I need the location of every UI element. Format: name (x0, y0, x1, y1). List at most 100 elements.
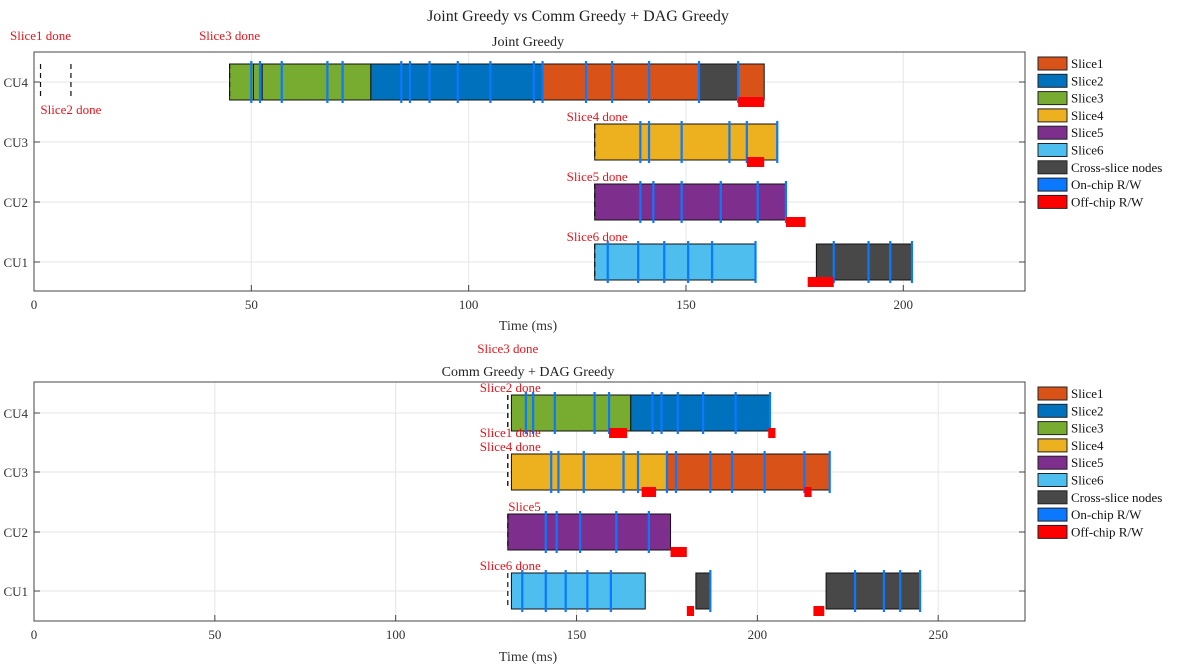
offchip-rw-mark (738, 97, 765, 107)
x-tick-label: 0 (31, 297, 38, 312)
slice4-bar (583, 453, 625, 491)
slice2-bar (735, 394, 771, 432)
legend-label-cross-slice-nodes: Cross-slice nodes (1071, 160, 1162, 175)
x-tick-label: 150 (567, 627, 587, 642)
offchip-rw-mark (807, 277, 834, 287)
done-label-slice6-done: Slice6 done (480, 558, 541, 573)
slice6-bar (610, 572, 646, 610)
slice1-bar (675, 453, 711, 491)
slice2-bar (533, 63, 544, 101)
slice5-bar (720, 183, 759, 221)
cross-slice-bar (883, 572, 901, 610)
slice5-bar (648, 513, 672, 551)
offchip-rw-mark (641, 487, 657, 497)
cross-slice-bar (698, 63, 739, 101)
cross-slice-bar (889, 243, 913, 281)
slice2-bar (429, 63, 459, 101)
legend-swatch-cross-slice-nodes (1037, 490, 1068, 505)
offchip-rw-mark (768, 428, 776, 438)
legend-label-on-chip-r-w: On-chip R/W (1071, 507, 1142, 522)
slice2-bar (457, 63, 491, 101)
slice6-bar (521, 572, 547, 610)
cross-slice-bar (868, 243, 891, 281)
y-tick-label-cu4: CU4 (3, 75, 28, 90)
slice5-bar (545, 513, 558, 551)
slice1-bar (764, 453, 805, 491)
legend-swatch-slice4 (1037, 438, 1068, 453)
x-tick-label: 50 (208, 627, 221, 642)
slice5-bar (556, 513, 581, 551)
legend-swatch-off-chip-r-w (1037, 524, 1068, 539)
legend-label-slice3: Slice3 (1071, 421, 1104, 436)
y-tick-label-cu4: CU4 (3, 406, 28, 421)
slice6-bar (711, 243, 757, 281)
legend-swatch-on-chip-r-w (1037, 177, 1068, 192)
offchip-rw-mark (609, 428, 628, 438)
slice1-bar (666, 453, 677, 491)
legend-label-slice5: Slice5 (1071, 455, 1104, 470)
slice6-bar (586, 572, 612, 610)
slice6-bar (607, 243, 639, 281)
x-tick-label: 200 (894, 297, 914, 312)
offchip-rw-mark (686, 606, 695, 616)
axes-frame (33, 381, 1026, 622)
slice5-bar (639, 183, 654, 221)
legend-label-slice1: Slice1 (1071, 56, 1104, 71)
slice3-bar (261, 63, 283, 101)
legend-label-slice1: Slice1 (1071, 386, 1104, 401)
slice5-bar (594, 183, 641, 221)
slice4-bar (639, 123, 650, 161)
legend-swatch-slice2 (1037, 403, 1068, 418)
slice6-bar (594, 243, 609, 281)
offchip-rw-mark (813, 606, 825, 616)
legend-label-off-chip-r-w: Off-chip R/W (1071, 524, 1144, 539)
legend-swatch-slice5 (1037, 455, 1068, 470)
slice2-bar (702, 394, 737, 432)
legend-label-slice6: Slice6 (1071, 143, 1104, 158)
legend-swatch-slice5 (1037, 125, 1068, 140)
done-label-slice3-done: Slice3 done (199, 28, 260, 43)
done-label-slice1-done: Slice1 done (10, 28, 71, 43)
slice1-bar (611, 63, 650, 101)
offchip-rw-mark (746, 157, 765, 167)
x-tick-label: 100 (459, 297, 479, 312)
slice4-bar (594, 123, 641, 161)
axes-frame (33, 51, 1026, 292)
done-label-slice4-done: Slice4 done (480, 439, 541, 454)
slice2-bar (489, 63, 535, 101)
cross-slice-bar (825, 572, 856, 610)
slice5-bar (652, 183, 683, 221)
x-tick-label: 100 (386, 627, 406, 642)
done-label-slice5: Slice5 (508, 499, 541, 514)
legend-label-slice2: Slice2 (1071, 403, 1104, 418)
slice3-bar (342, 63, 372, 101)
comm-dag-greedy-chart: Comm Greedy + DAG Greedy Time (ms) 0 50 10… (3, 341, 1026, 665)
slice2-bar (661, 394, 679, 432)
slice1-bar (648, 63, 700, 101)
slice5-bar (507, 513, 547, 551)
slice4-bar (623, 453, 639, 491)
slice3-bar (281, 63, 328, 101)
legend-swatch-off-chip-r-w (1037, 194, 1068, 209)
y-tick-label-cu3: CU3 (3, 135, 28, 150)
slice5-bar (615, 513, 650, 551)
slice4-bar (728, 123, 748, 161)
legend-label-off-chip-r-w: Off-chip R/W (1071, 194, 1144, 209)
slice2-bar (370, 63, 402, 101)
slice4-bar (510, 453, 552, 491)
legend-label-slice2: Slice2 (1071, 73, 1104, 88)
figure-title: Joint Greedy vs Comm Greedy + DAG Greedy (427, 8, 729, 25)
done-label-slice1-done: Slice1 done (480, 425, 541, 440)
done-label-slice3-done: Slice3 done (477, 341, 538, 356)
legend-swatch-slice3 (1037, 91, 1068, 106)
legend-label-slice3: Slice3 (1071, 91, 1104, 106)
slice3-bar (594, 394, 610, 432)
legend-swatch-slice2 (1037, 73, 1068, 88)
legend-swatch-slice1 (1037, 386, 1068, 401)
slice6-bar (687, 243, 713, 281)
chart-title-joint-greedy: Joint Greedy (492, 35, 564, 50)
slice3-bar (326, 63, 344, 101)
slice2-bar (651, 394, 663, 432)
slice5-bar (757, 183, 787, 221)
